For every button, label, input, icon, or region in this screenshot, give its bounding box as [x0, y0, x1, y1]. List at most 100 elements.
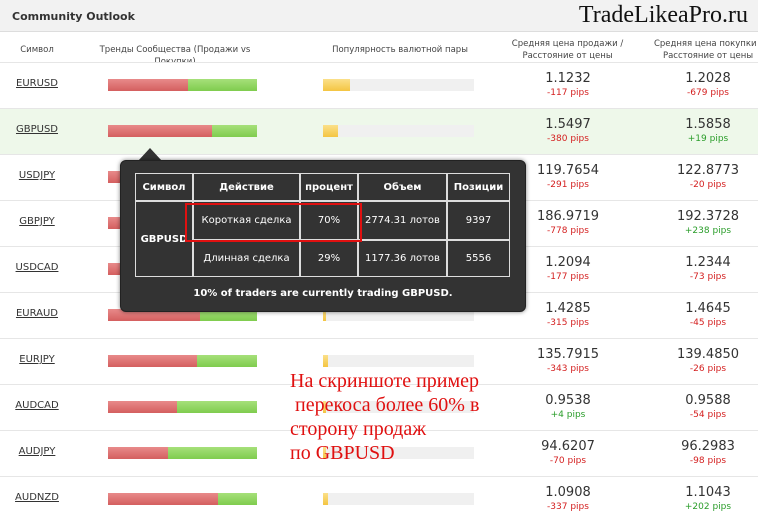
tooltip-cell: 1177.36 лотов: [358, 240, 447, 277]
buy-pips: -45 pips: [689, 318, 727, 328]
tooltip-arrow: [138, 148, 162, 161]
buy-price: 1.5858: [685, 117, 731, 132]
buy-price: 1.4645: [685, 301, 731, 316]
column-header: Средняя цена продажи / Расстояние от цен…: [511, 39, 624, 61]
symbol-link[interactable]: EURJPY: [19, 354, 55, 365]
sell-pips: -778 pips: [547, 226, 589, 236]
sell-price: 94.6207: [541, 439, 595, 454]
buy-price: 1.2344: [685, 255, 731, 270]
popularity-track: [323, 447, 474, 459]
sell-pips: -291 pips: [547, 180, 589, 190]
panel-title: Community Outlook: [0, 0, 758, 32]
buy-pips: -20 pips: [689, 180, 727, 190]
tooltip-cell: Короткая сделка: [193, 201, 300, 240]
sell-price: 1.2094: [545, 255, 591, 270]
buy-price: 122.8773: [676, 163, 740, 178]
symbol-link[interactable]: EURUSD: [16, 78, 58, 89]
sell-price: 1.4285: [545, 301, 591, 316]
short-bar: [108, 79, 189, 91]
buy-price: 1.2028: [685, 71, 731, 86]
popularity-bar: [323, 79, 351, 91]
sell-pips: -380 pips: [547, 134, 589, 144]
tooltip-header: Объем: [358, 173, 447, 201]
sell-price: 0.9538: [545, 393, 591, 408]
symbol-link[interactable]: USDJPY: [18, 170, 56, 181]
short-bar: [108, 309, 201, 321]
short-bar: [108, 355, 198, 367]
watermark: TradeLikeaPro.ru: [578, 2, 748, 28]
symbol-link[interactable]: GBPJPY: [19, 216, 55, 227]
popularity-bar: [323, 355, 328, 367]
buy-pips: -98 pips: [689, 456, 727, 466]
buy-price: 139.4850: [676, 347, 740, 362]
annotation-line: На скриншоте пример: [290, 370, 480, 392]
popularity-track: [323, 401, 474, 413]
annotation-line: перекоса более 60% в: [290, 394, 480, 416]
tooltip-cell: 2774.31 лотов: [358, 201, 447, 240]
buy-pips: -26 pips: [689, 364, 727, 374]
short-bar: [108, 493, 219, 505]
tooltip-cell: 5556: [447, 240, 510, 277]
sell-price: 135.7915: [536, 347, 600, 362]
sell-pips: -177 pips: [547, 272, 589, 282]
tooltip-symbol: GBPUSD: [135, 201, 193, 277]
tooltip-cell: 70%: [300, 201, 358, 240]
column-header: Средняя цена покупки / Расстояние от цен…: [653, 39, 758, 61]
symbol-link[interactable]: GBPUSD: [15, 124, 58, 135]
buy-pips: +202 pips: [684, 502, 732, 512]
annotation-line: сторону продаж: [290, 418, 427, 440]
short-bar: [108, 125, 213, 137]
sell-price: 119.7654: [536, 163, 600, 178]
popularity-bar: [323, 125, 339, 137]
tooltip-cell: 9397: [447, 201, 510, 240]
tooltip-header: Позиции: [447, 173, 510, 201]
sell-pips: -343 pips: [547, 364, 589, 374]
popularity-track: [323, 309, 474, 321]
buy-price: 0.9588: [685, 393, 731, 408]
symbol-link[interactable]: EURAUD: [15, 308, 59, 319]
tooltip-header: Действие: [193, 173, 300, 201]
popularity-bar: [323, 493, 328, 505]
popularity-track: [323, 493, 474, 505]
sell-price: 1.5497: [545, 117, 591, 132]
highlight-box: [185, 203, 362, 242]
popularity-bar: [323, 401, 327, 413]
buy-pips: -679 pips: [687, 88, 729, 98]
popularity-track: [323, 125, 474, 137]
short-bar: [108, 401, 177, 413]
symbol-link[interactable]: AUDJPY: [18, 446, 56, 457]
sell-price: 186.9719: [536, 209, 600, 224]
sell-price: 1.1232: [545, 71, 591, 86]
buy-price: 192.3728: [676, 209, 740, 224]
short-bar: [108, 447, 168, 459]
buy-pips: -54 pips: [689, 410, 727, 420]
buy-pips: -73 pips: [689, 272, 727, 282]
tooltip: [120, 160, 526, 312]
sell-pips: +4 pips: [550, 410, 586, 420]
tooltip-header: Символ: [135, 173, 193, 201]
popularity-track: [323, 355, 474, 367]
sell-pips: -315 pips: [547, 318, 589, 328]
buy-pips: +19 pips: [687, 134, 729, 144]
buy-price: 96.2983: [681, 439, 735, 454]
popularity-bar: [323, 447, 327, 459]
tooltip-cell: Длинная сделка: [193, 240, 300, 277]
column-header: Популярность валютной пары: [332, 45, 468, 55]
popularity-bar: [323, 309, 327, 321]
annotation-line: по GBPUSD: [290, 442, 395, 464]
sell-price: 1.0908: [545, 485, 591, 500]
sell-pips: -337 pips: [547, 502, 589, 512]
buy-pips: +238 pips: [684, 226, 732, 236]
tooltip-footer: 10% of traders are currently trading GBP…: [193, 288, 453, 299]
column-header: Символ: [20, 45, 54, 55]
symbol-link[interactable]: USDCAD: [15, 262, 59, 273]
sell-pips: -117 pips: [547, 88, 589, 98]
tooltip-header: процент: [300, 173, 358, 201]
symbol-link[interactable]: AUDCAD: [15, 400, 59, 411]
sell-pips: -70 pips: [549, 456, 587, 466]
buy-price: 1.1043: [685, 485, 731, 500]
tooltip-cell: 29%: [300, 240, 358, 277]
symbol-link[interactable]: AUDNZD: [15, 492, 59, 503]
popularity-track: [323, 79, 474, 91]
